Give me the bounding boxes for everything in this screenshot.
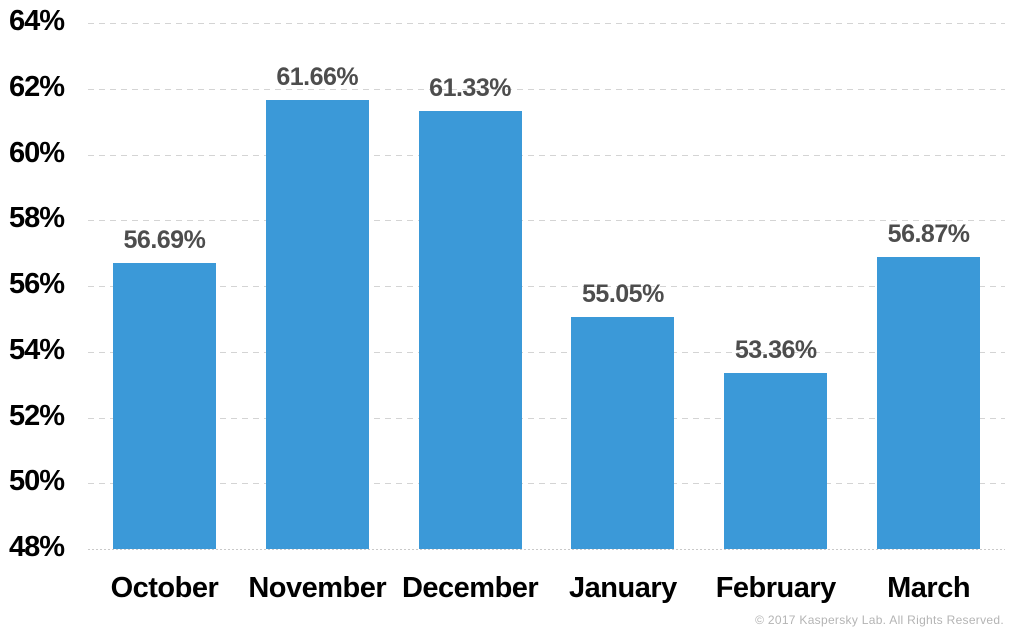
bar-march: [877, 257, 981, 549]
bar-value-label: 56.69%: [123, 226, 206, 255]
bar-value-label: 55.05%: [582, 280, 664, 309]
gridline: [88, 154, 1005, 156]
gridline: [88, 417, 1005, 419]
x-axis-label-december: December: [401, 572, 539, 604]
y-tick-label: 60%: [9, 136, 65, 169]
y-tick-label: 64%: [9, 5, 65, 38]
y-tick-label: 50%: [9, 465, 65, 498]
bar-value-label: 61.33%: [429, 73, 511, 102]
copyright-text: © 2017 Kaspersky Lab. All Rights Reserve…: [755, 613, 1004, 627]
gridline: [88, 351, 1005, 353]
y-tick-label: 62%: [9, 70, 65, 103]
y-tick-label: 52%: [9, 399, 65, 432]
bar-february: [724, 372, 828, 549]
x-axis-label-march: March: [887, 572, 971, 604]
bar-october: [112, 263, 216, 549]
gridline: [88, 286, 1005, 287]
x-axis-label-february: February: [715, 572, 837, 604]
bar-november: [265, 99, 369, 549]
y-tick-label: 48%: [9, 531, 65, 564]
y-tick-label: 54%: [9, 333, 65, 366]
x-axis-label-october: October: [110, 572, 219, 604]
bar-value-label: 61.66%: [276, 62, 359, 91]
bar-january: [571, 317, 675, 549]
x-axis-label-november: November: [248, 572, 387, 604]
y-tick-label: 56%: [9, 268, 65, 301]
x-axis-label-january: January: [569, 572, 677, 604]
gridline: [88, 88, 1005, 90]
gridline: [88, 483, 1005, 485]
y-tick-label: 58%: [9, 202, 65, 235]
bar-value-label: 53.36%: [734, 335, 817, 364]
bar-value-label: 56.87%: [887, 220, 970, 249]
bar-december: [418, 110, 522, 549]
gridline: [88, 220, 1005, 222]
gridline: [88, 23, 1005, 24]
gridline: [88, 549, 1005, 550]
